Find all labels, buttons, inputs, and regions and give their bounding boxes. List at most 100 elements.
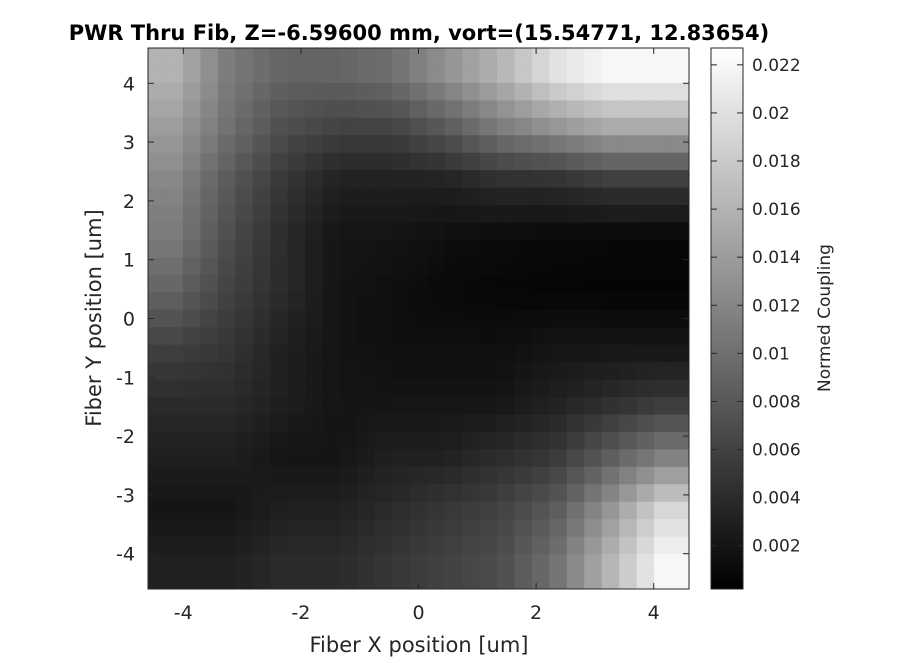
heatmap-cell: [654, 431, 673, 450]
heatmap-cell: [148, 466, 167, 485]
heatmap-cell: [374, 431, 393, 450]
heatmap-cell: [566, 571, 585, 589]
heatmap-cell: [566, 309, 585, 328]
heatmap-cell: [182, 152, 201, 171]
heatmap-cell: [287, 309, 306, 328]
heatmap-cell: [427, 309, 446, 328]
heatmap-cell: [287, 414, 306, 433]
heatmap-cell: [357, 152, 376, 171]
heatmap-cell: [374, 170, 393, 189]
heatmap-cell: [165, 431, 184, 450]
heatmap-cell: [182, 222, 201, 241]
heatmap-cell: [654, 65, 673, 84]
heatmap-cell: [479, 431, 498, 450]
heatmap-cell: [479, 536, 498, 555]
heatmap-cell: [182, 292, 201, 311]
heatmap-cell: [531, 222, 550, 241]
heatmap-cell: [462, 449, 481, 468]
heatmap-cell: [497, 414, 516, 433]
heatmap-cell: [357, 431, 376, 450]
x-tick-label: 4: [648, 602, 660, 624]
heatmap-cell: [287, 554, 306, 573]
heatmap-cell: [148, 449, 167, 468]
heatmap-cell: [235, 187, 254, 206]
heatmap-cell: [182, 48, 201, 67]
heatmap-cell: [374, 257, 393, 276]
heatmap-cell: [462, 362, 481, 381]
y-tick-label: 4: [123, 73, 135, 95]
heatmap-cell: [619, 344, 638, 363]
heatmap-cell: [444, 554, 463, 573]
y-tick-label: 0: [123, 309, 135, 331]
heatmap-cell: [444, 257, 463, 276]
heatmap-cell: [287, 170, 306, 189]
heatmap-cell: [182, 309, 201, 328]
heatmap-cell: [479, 466, 498, 485]
heatmap-cell: [514, 397, 533, 416]
x-tick-label: 0: [412, 602, 424, 624]
heatmap-cell: [636, 501, 655, 520]
heatmap-cell: [601, 344, 620, 363]
heatmap-cell: [619, 501, 638, 520]
heatmap-cell: [619, 48, 638, 67]
heatmap-cell: [497, 135, 516, 154]
heatmap-cell: [514, 274, 533, 293]
heatmap-cell: [566, 222, 585, 241]
heatmap-cell: [497, 274, 516, 293]
heatmap-cell: [305, 205, 324, 224]
heatmap-cell: [462, 292, 481, 311]
heatmap-cell: [374, 100, 393, 119]
heatmap-cell: [462, 135, 481, 154]
heatmap-cell: [514, 536, 533, 555]
heatmap-cell: [270, 205, 289, 224]
heatmap-cell: [566, 239, 585, 259]
heatmap-cell: [217, 466, 236, 485]
heatmap-cell: [671, 344, 689, 363]
heatmap-cell: [322, 379, 341, 398]
heatmap-cell: [392, 397, 411, 416]
heatmap-cell: [235, 65, 254, 84]
heatmap-cell: [497, 519, 516, 538]
heatmap-cell: [531, 362, 550, 381]
heatmap-cell: [252, 65, 271, 84]
heatmap-cell: [165, 65, 184, 84]
heatmap-cell: [270, 82, 289, 101]
heatmap-cell: [165, 205, 184, 224]
heatmap-cell: [252, 205, 271, 224]
heatmap-cell: [479, 571, 498, 589]
heatmap-cell: [200, 519, 219, 538]
heatmap-cell: [148, 152, 167, 171]
heatmap-cell: [671, 362, 689, 381]
heatmap-cell: [427, 239, 446, 259]
heatmap-cell: [217, 117, 236, 136]
heatmap-cell: [165, 117, 184, 136]
heatmap-cell: [427, 484, 446, 503]
y-tick-label: 2: [123, 191, 135, 213]
y-tick-label: 3: [123, 132, 135, 154]
heatmap-cell: [427, 344, 446, 363]
heatmap-cell: [601, 431, 620, 450]
heatmap-cell: [497, 431, 516, 450]
heatmap-cell: [462, 519, 481, 538]
heatmap-cell: [549, 362, 568, 381]
heatmap-cell: [584, 117, 603, 136]
heatmap-cell: [601, 554, 620, 573]
heatmap-cell: [200, 222, 219, 241]
heatmap-cell: [601, 257, 620, 276]
heatmap-cell: [252, 344, 271, 363]
heatmap-cell: [462, 466, 481, 485]
heatmap-cell: [357, 484, 376, 503]
heatmap-cell: [200, 117, 219, 136]
heatmap-cell: [200, 431, 219, 450]
heatmap-cell: [165, 344, 184, 363]
heatmap-cell: [217, 274, 236, 293]
heatmap-cell: [531, 239, 550, 259]
heatmap-cell: [322, 309, 341, 328]
heatmap-cell: [357, 257, 376, 276]
heatmap-cell: [374, 362, 393, 381]
heatmap-cell: [549, 292, 568, 311]
heatmap-cell: [252, 571, 271, 589]
heatmap-cell: [636, 48, 655, 67]
heatmap-cell: [339, 257, 359, 276]
heatmap-cell: [566, 536, 585, 555]
